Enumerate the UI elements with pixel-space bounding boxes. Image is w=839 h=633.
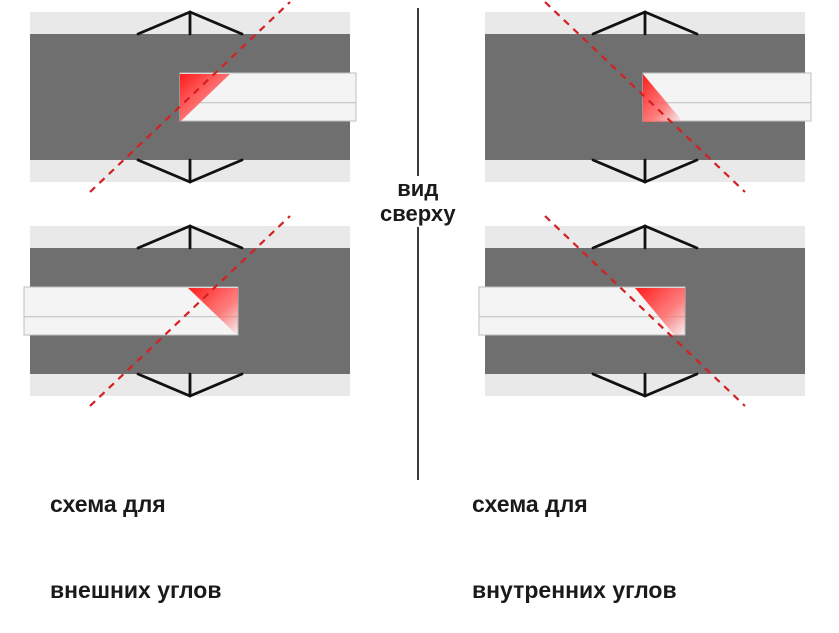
panel-outer-top: [30, 12, 350, 182]
vertical-divider: [417, 8, 419, 480]
center-label-line1: вид: [380, 176, 456, 201]
caption-inner-line1: схема для: [472, 490, 677, 519]
center-label: вид сверху: [380, 176, 456, 227]
caption-outer-line1: схема для: [50, 490, 222, 519]
caption-inner-line2: внутренних углов: [472, 576, 677, 605]
panel-outer-bottom: [30, 226, 350, 396]
panel-inner-top: [485, 12, 805, 182]
caption-outer: схема для внешних углов: [50, 432, 222, 633]
caption-inner: схема для внутренних углов: [472, 432, 677, 633]
center-label-line2: сверху: [380, 201, 456, 226]
panel-inner-bottom: [485, 226, 805, 396]
caption-outer-line2: внешних углов: [50, 576, 222, 605]
